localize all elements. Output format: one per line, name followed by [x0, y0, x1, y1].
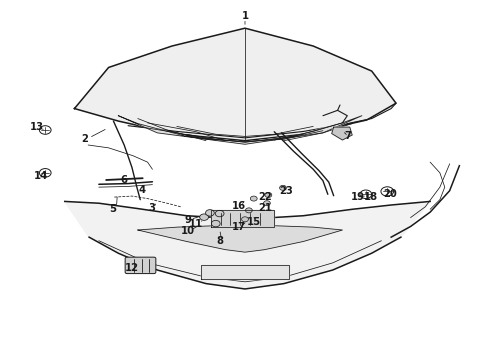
Text: 10: 10 [180, 226, 195, 236]
Polygon shape [332, 127, 352, 140]
Polygon shape [118, 116, 362, 144]
Text: 8: 8 [216, 237, 223, 247]
Text: 6: 6 [121, 175, 128, 185]
Text: 4: 4 [138, 185, 145, 195]
Circle shape [265, 193, 272, 198]
Text: 5: 5 [109, 204, 116, 214]
Text: 11: 11 [189, 219, 203, 229]
Polygon shape [65, 202, 430, 289]
Circle shape [205, 210, 214, 216]
Polygon shape [74, 28, 396, 141]
Text: 22: 22 [259, 192, 272, 202]
Text: 19: 19 [351, 192, 365, 202]
Text: 16: 16 [232, 201, 246, 211]
Text: 23: 23 [279, 186, 294, 197]
Circle shape [360, 190, 372, 199]
Circle shape [200, 214, 208, 220]
Circle shape [39, 126, 51, 134]
Text: 9: 9 [184, 215, 191, 225]
Text: 20: 20 [383, 189, 397, 199]
Text: 15: 15 [246, 217, 261, 227]
Text: 3: 3 [148, 203, 155, 213]
Circle shape [245, 208, 252, 213]
Circle shape [211, 220, 220, 227]
Text: 7: 7 [344, 131, 351, 141]
Circle shape [280, 185, 287, 190]
Text: 21: 21 [258, 203, 272, 213]
Circle shape [242, 217, 248, 222]
Text: 13: 13 [29, 122, 44, 132]
Circle shape [264, 201, 270, 206]
Circle shape [39, 168, 51, 177]
Text: 14: 14 [34, 171, 49, 181]
Text: 1: 1 [242, 11, 248, 21]
Polygon shape [138, 225, 343, 252]
Polygon shape [211, 210, 274, 227]
Text: 2: 2 [81, 134, 88, 144]
Text: 17: 17 [232, 222, 246, 232]
Circle shape [381, 187, 393, 196]
Circle shape [250, 196, 257, 201]
FancyBboxPatch shape [125, 257, 156, 274]
Text: 18: 18 [364, 192, 378, 202]
Polygon shape [201, 265, 289, 279]
Circle shape [215, 210, 224, 217]
Text: 12: 12 [125, 262, 139, 273]
